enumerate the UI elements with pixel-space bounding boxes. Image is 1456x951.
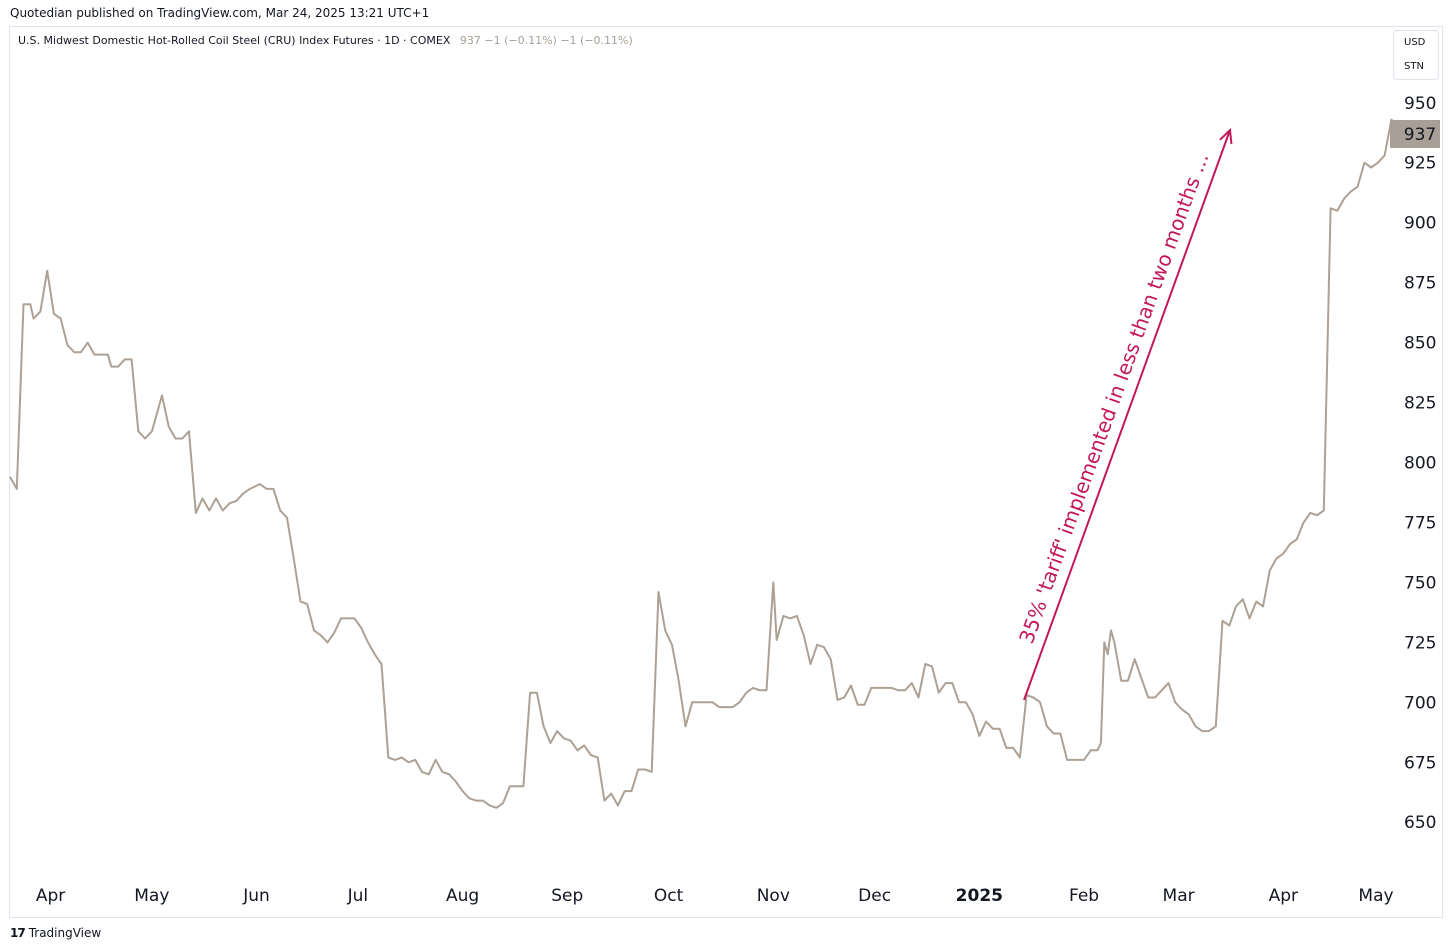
y-tick-label: 925 (1404, 154, 1436, 174)
y-tick-label: 800 (1404, 454, 1436, 474)
tradingview-logo[interactable]: 17 TradingView (10, 926, 101, 940)
x-tick-label: May (1358, 886, 1393, 906)
x-tick-label: May (134, 886, 169, 906)
x-tick-label: Jun (242, 886, 270, 906)
y-tick-label: 675 (1404, 753, 1436, 773)
last-price-label: 937 (1404, 125, 1436, 145)
x-tick-label: Apr (36, 886, 65, 906)
y-tick-label: 950 (1404, 94, 1436, 114)
y-tick-label: 750 (1404, 573, 1436, 593)
x-tick-label: Feb (1069, 886, 1099, 906)
annotation-arrow-head (1219, 127, 1233, 145)
currency-primary[interactable]: USD (1404, 37, 1426, 48)
x-tick-label: Dec (858, 886, 891, 906)
publisher-line: Quotedian published on TradingView.com, … (10, 6, 430, 20)
x-tick-label: Nov (757, 886, 790, 906)
x-tick-label: Jul (347, 886, 369, 906)
x-tick-label: Aug (446, 886, 479, 906)
x-tick-label: Sep (551, 886, 583, 906)
y-tick-label: 775 (1404, 513, 1436, 533)
currency-selector[interactable]: USD STN (1393, 30, 1439, 80)
y-tick-label: 850 (1404, 334, 1436, 354)
y-tick-label: 650 (1404, 813, 1436, 833)
tradingview-mark-icon: 17 (10, 926, 26, 940)
last-price-tag: 937 (1390, 119, 1440, 148)
x-tick-label: Mar (1163, 886, 1195, 906)
symbol-title[interactable]: U.S. Midwest Domestic Hot-Rolled Coil St… (18, 34, 451, 47)
price-series-line (9, 118, 1426, 809)
tradingview-brand: TradingView (28, 926, 102, 940)
y-tick-label: 725 (1404, 633, 1436, 653)
annotation-arrow-line (1023, 129, 1231, 701)
x-tick-label: 2025 (956, 886, 1003, 906)
x-tick-label: Apr (1269, 886, 1298, 906)
symbol-values: 937 −1 (−0.11%) −1 (−0.11%) (459, 34, 633, 47)
y-tick-label: 700 (1404, 693, 1436, 713)
tariff-annotation: 35% 'tariff' implemented in less than tw… (1014, 127, 1233, 701)
y-axis: 650 675 700 725 750 775 800 825 850 875 900 925 950 (1404, 94, 1436, 833)
y-tick-label: 875 (1404, 274, 1436, 294)
annotation-text: 35% 'tariff' implemented in less than tw… (1014, 149, 1213, 646)
x-tick-label: Oct (654, 886, 684, 906)
symbol-legend[interactable]: U.S. Midwest Domestic Hot-Rolled Coil St… (18, 34, 633, 47)
y-tick-label: 825 (1404, 394, 1436, 414)
currency-secondary[interactable]: STN (1404, 61, 1424, 72)
y-tick-label: 900 (1404, 214, 1436, 234)
chart-frame (9, 26, 1443, 918)
x-axis: Apr May Jun Jul Aug Sep Oct Nov Dec 2025 Feb Mar Apr… (36, 886, 1394, 906)
